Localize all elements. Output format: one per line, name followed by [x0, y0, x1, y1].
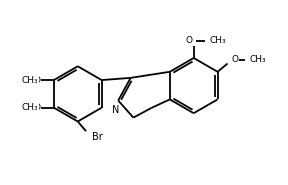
Text: CH₃: CH₃ — [249, 55, 266, 64]
Text: CH₃: CH₃ — [22, 76, 38, 85]
Text: O: O — [232, 55, 239, 64]
Text: N: N — [112, 105, 119, 115]
Text: O: O — [33, 76, 40, 85]
Text: O: O — [185, 36, 192, 45]
Text: Br: Br — [92, 132, 103, 142]
Text: CH₃: CH₃ — [22, 103, 38, 112]
Text: CH₃: CH₃ — [210, 36, 226, 45]
Text: O: O — [33, 103, 40, 112]
